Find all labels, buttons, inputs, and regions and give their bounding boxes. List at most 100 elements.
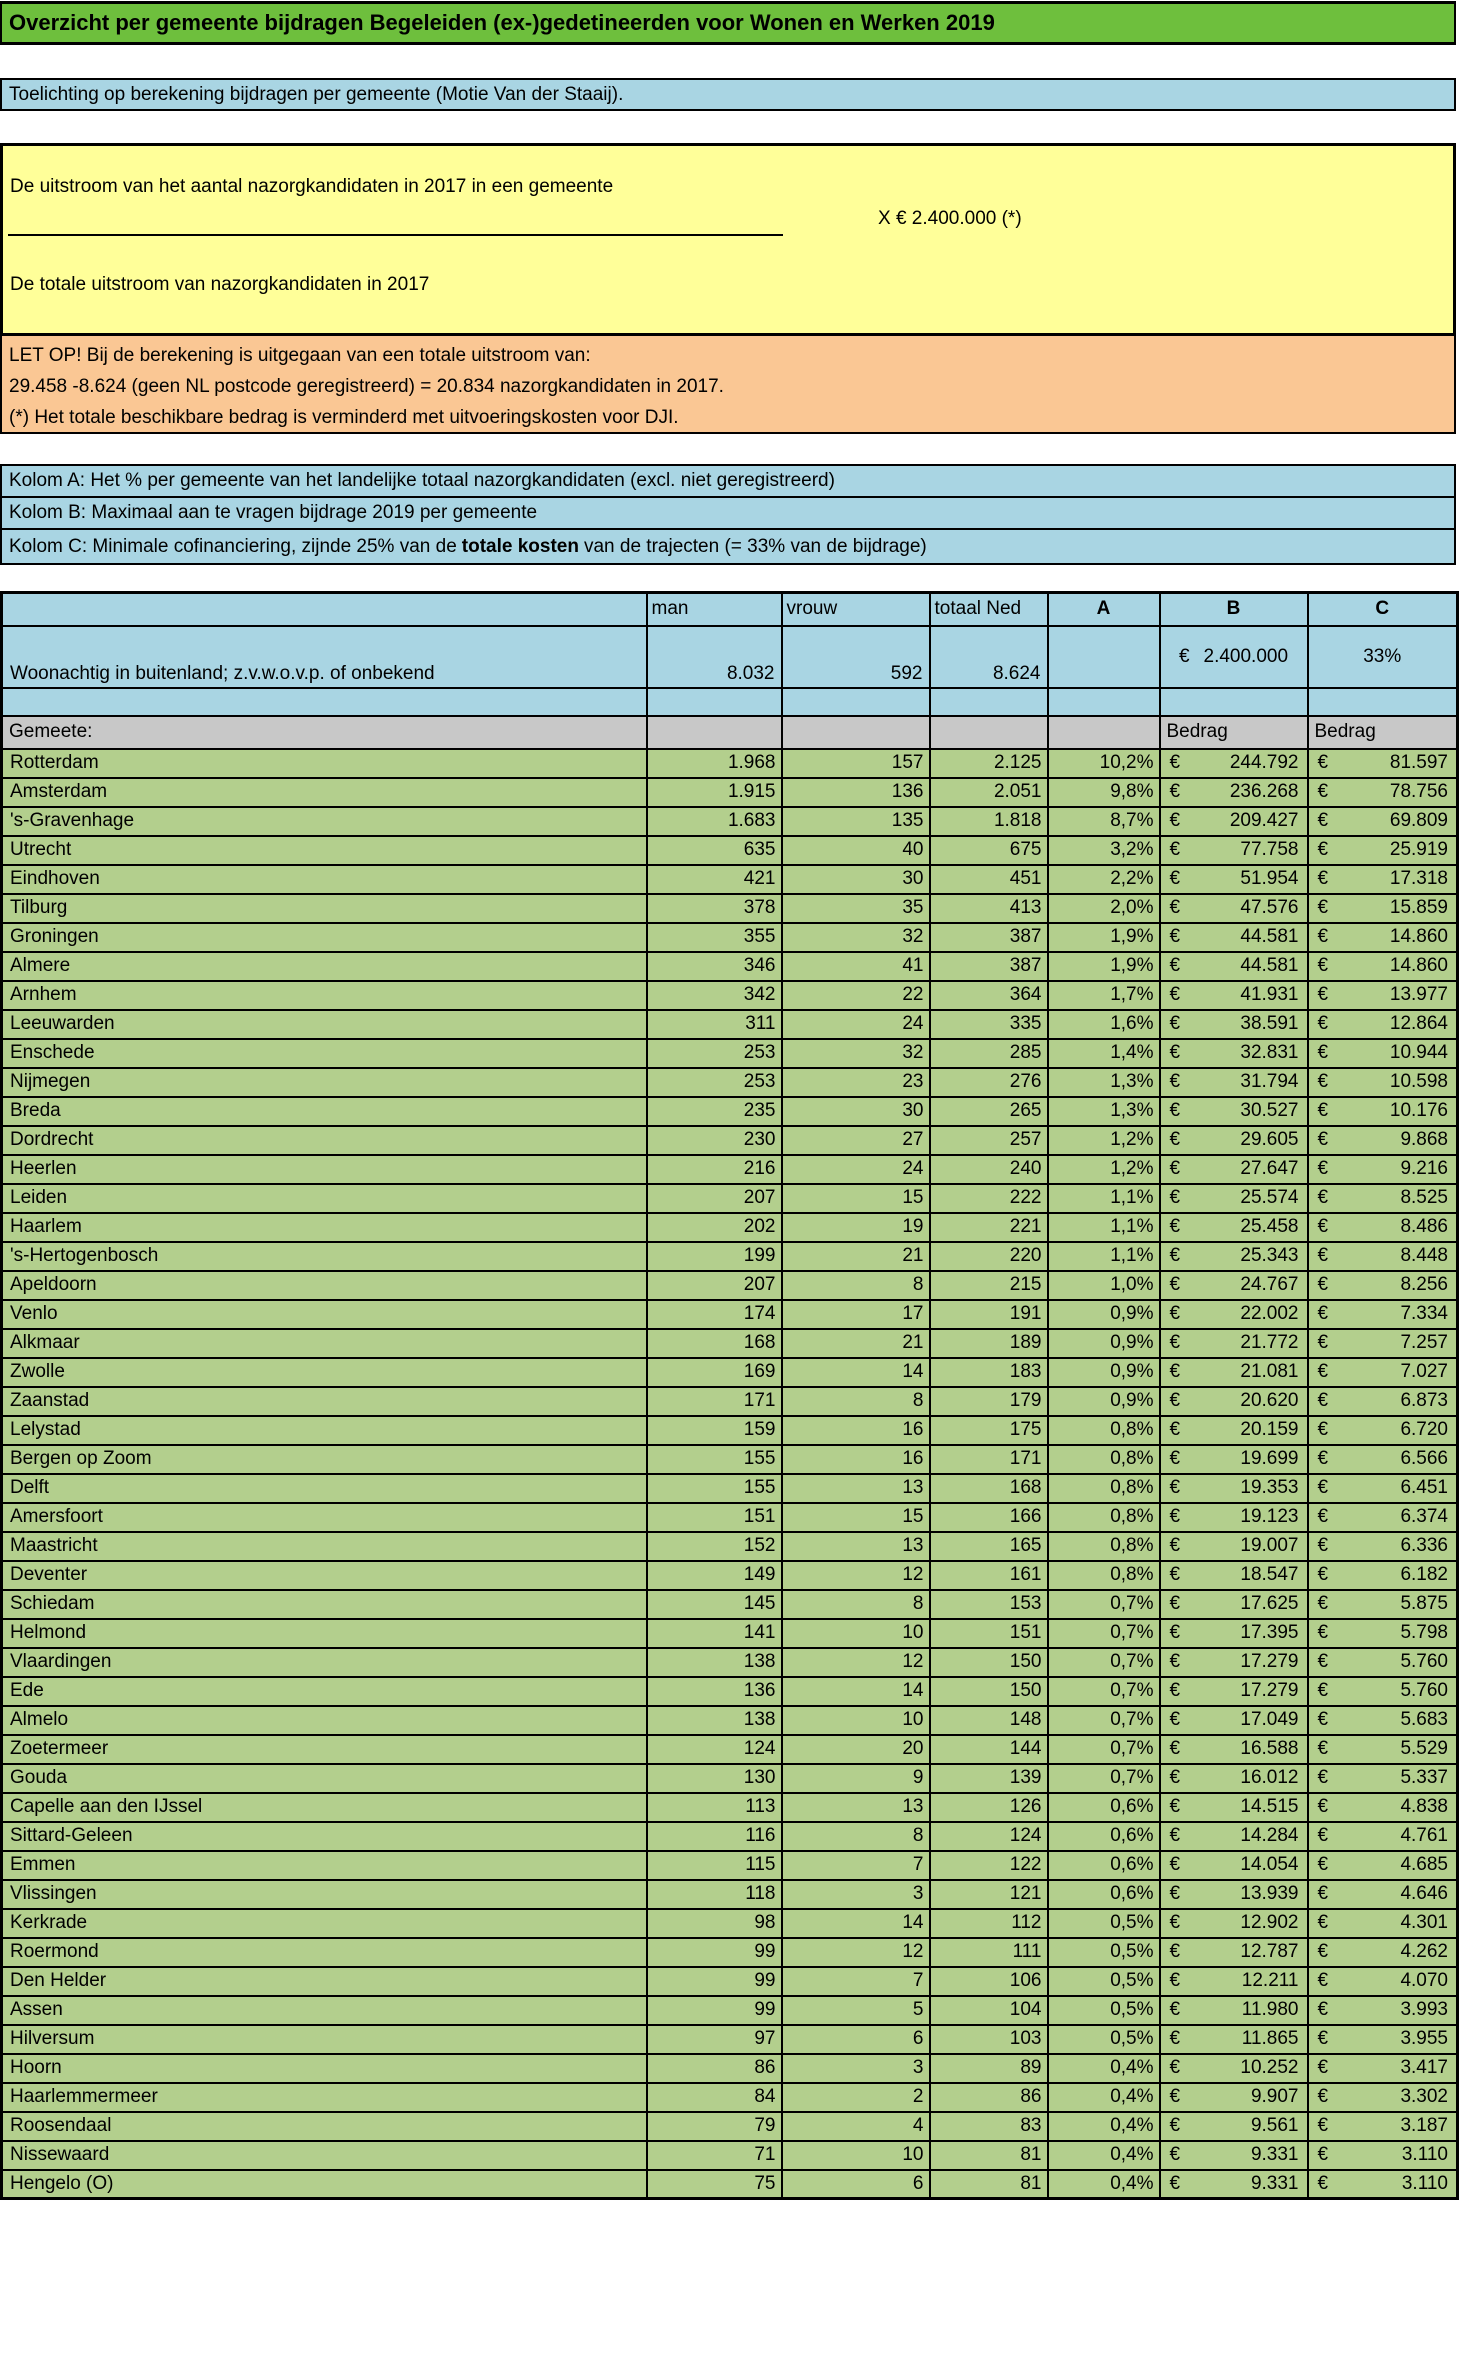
cell-totaal: 151 [928, 1617, 1049, 1649]
euro-sign: € [1169, 2144, 1181, 2165]
euro-sign: € [1169, 1100, 1181, 1121]
table-row: Almere 346 41 387 1,9% €44.581 €14.860 [0, 950, 1459, 982]
cell-vrouw: 20 [780, 1733, 931, 1765]
cell-gemeente: Almelo [0, 1704, 648, 1736]
table-row: Lelystad 159 16 175 0,8% €20.159 €6.720 [0, 1414, 1459, 1446]
cell-gemeente: Lelystad [0, 1414, 648, 1446]
bedrag-label-b: Bedrag [1158, 714, 1309, 750]
euro-sign: € [1317, 1390, 1329, 1411]
cell-gemeente: Zoetermeer [0, 1733, 648, 1765]
cell-man: 118 [645, 1878, 783, 1910]
amount: 51.954 [1240, 868, 1299, 889]
cell-man: 1.915 [645, 776, 783, 808]
amount: 6.374 [1400, 1506, 1448, 1527]
euro-sign: € [1169, 810, 1181, 831]
amount: 27.647 [1240, 1158, 1299, 1179]
amount: 3.110 [1401, 2172, 1448, 2194]
cell-c-bedrag: €3.302 [1306, 2081, 1459, 2113]
cell-gemeente: Deventer [0, 1559, 648, 1591]
euro-sign: € [1169, 2115, 1181, 2136]
cell-vrouw: 15 [780, 1501, 931, 1533]
amount: 17.279 [1240, 1651, 1299, 1672]
table-row: Heerlen 216 24 240 1,2% €27.647 €9.216 [0, 1153, 1459, 1185]
amount: 20.620 [1240, 1390, 1299, 1411]
cell-a-percentage: 3,2% [1046, 834, 1161, 866]
amount: 12.787 [1240, 1941, 1299, 1962]
cell-c-bedrag: €3.110 [1306, 2139, 1459, 2171]
cell-totaal: 111 [928, 1936, 1049, 1968]
euro-sign: € [1169, 1680, 1181, 1701]
cell-gemeente: Haarlemmermeer [0, 2081, 648, 2113]
cell-totaal: 122 [928, 1849, 1049, 1881]
cell-gemeente: Kerkrade [0, 1907, 648, 1939]
cell-a-percentage: 0,7% [1046, 1704, 1161, 1736]
cell-c-bedrag: €6.451 [1306, 1472, 1459, 1504]
table-row: Almelo 138 10 148 0,7% €17.049 €5.683 [0, 1704, 1459, 1736]
cell-gemeente: Bergen op Zoom [0, 1443, 648, 1475]
cell-man: 124 [645, 1733, 783, 1765]
euro-sign: € [1169, 1361, 1181, 1382]
euro-sign: € [1317, 2115, 1329, 2136]
euro-sign: € [1169, 1825, 1181, 1846]
cell-b-bedrag: €19.353 [1158, 1472, 1309, 1504]
cell-b-bedrag: €12.211 [1158, 1965, 1309, 1997]
cell-a-percentage: 0,4% [1046, 2081, 1161, 2113]
cell-man: 311 [645, 1008, 783, 1040]
cell-b-bedrag: €27.647 [1158, 1153, 1309, 1185]
euro-sign: € [1169, 1535, 1181, 1556]
cell-vrouw: 3 [780, 2052, 931, 2084]
euro-sign: € [1317, 1999, 1329, 2020]
amount: 3.110 [1401, 2144, 1448, 2165]
euro-sign: € [1169, 1767, 1181, 1788]
euro-sign: € [1317, 2057, 1329, 2078]
euro-sign: € [1317, 810, 1329, 831]
cell-a-percentage: 1,2% [1046, 1124, 1161, 1156]
cell-a-percentage: 0,4% [1046, 2139, 1161, 2171]
cell-vrouw: 12 [780, 1936, 931, 1968]
header-man: man [645, 591, 783, 627]
cell-a-percentage: 1,9% [1046, 950, 1161, 982]
euro-sign: € [1317, 1477, 1329, 1498]
formula-denominator: De totale uitstroom van nazorgkandidaten… [10, 274, 430, 295]
amount: 29.605 [1240, 1129, 1299, 1150]
table-row: Nissewaard 71 10 81 0,4% €9.331 €3.110 [0, 2139, 1459, 2171]
cell-a-percentage: 1,1% [1046, 1182, 1161, 1214]
header-vrouw: vrouw [780, 591, 931, 627]
cell-b-bedrag: €77.758 [1158, 834, 1309, 866]
cell-vrouw: 14 [780, 1356, 931, 1388]
cell-gemeente: Zwolle [0, 1356, 648, 1388]
amount: 19.007 [1240, 1535, 1299, 1556]
cell-man: 151 [645, 1501, 783, 1533]
cell-vrouw: 12 [780, 1646, 931, 1678]
cell-b-bedrag: €20.620 [1158, 1385, 1309, 1417]
cell-a-percentage: 0,8% [1046, 1414, 1161, 1446]
cell-man: 342 [645, 979, 783, 1011]
euro-sign: € [1317, 2144, 1329, 2165]
cell-totaal: 121 [928, 1878, 1049, 1910]
euro-sign: € [1317, 1274, 1329, 1295]
cell-gemeente: Leeuwarden [0, 1008, 648, 1040]
table-row: Alkmaar 168 21 189 0,9% €21.772 €7.257 [0, 1327, 1459, 1359]
cell-totaal: 1.818 [928, 805, 1049, 837]
euro-sign: € [1169, 1303, 1181, 1324]
cell-man: 130 [645, 1762, 783, 1794]
amount: 13.939 [1240, 1883, 1299, 1904]
cell-man: 79 [645, 2110, 783, 2142]
table-row: Tilburg 378 35 413 2,0% €47.576 €15.859 [0, 892, 1459, 924]
cell-gemeente: Maastricht [0, 1530, 648, 1562]
table-row: 's-Hertogenbosch 199 21 220 1,1% €25.343 €8.44… [0, 1240, 1459, 1272]
cell-b-bedrag: €21.772 [1158, 1327, 1309, 1359]
amount: 9.216 [1400, 1158, 1448, 1179]
header-kolom-a: A [1046, 591, 1161, 627]
cell-gemeente: Heerlen [0, 1153, 648, 1185]
amount: 244.792 [1229, 752, 1299, 773]
cell-vrouw: 27 [780, 1124, 931, 1156]
cell-b-bedrag: €19.699 [1158, 1443, 1309, 1475]
cell-a-percentage: 0,9% [1046, 1327, 1161, 1359]
cell-man: 136 [645, 1675, 783, 1707]
header-kolom-c: C [1306, 591, 1459, 627]
cell-b-bedrag: €47.576 [1158, 892, 1309, 924]
cell-man: 253 [645, 1037, 783, 1069]
cell-man: 635 [645, 834, 783, 866]
cell-a-percentage: 10,2% [1046, 747, 1161, 779]
